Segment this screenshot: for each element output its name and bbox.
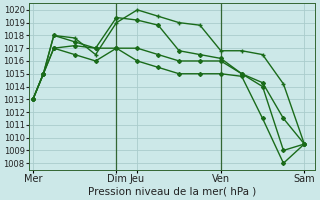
- X-axis label: Pression niveau de la mer( hPa ): Pression niveau de la mer( hPa ): [88, 187, 256, 197]
